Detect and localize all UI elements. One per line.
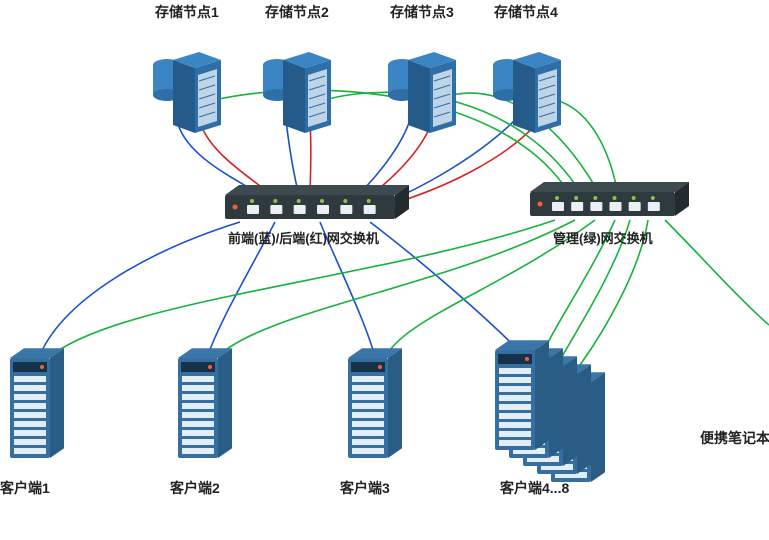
network-switch (530, 182, 689, 216)
client-rack (495, 340, 549, 450)
storage-node-4-label: 存储节点4 (494, 2, 558, 22)
client-3-label: 客户端3 (340, 478, 390, 498)
edge (556, 100, 618, 195)
edge (38, 222, 240, 360)
edge (665, 220, 769, 325)
client-2-label: 客户端2 (170, 478, 220, 498)
storage-node (263, 52, 331, 133)
nodes-layer (10, 52, 689, 482)
storage-node-1-label: 存储节点1 (155, 2, 219, 22)
edge (388, 122, 538, 205)
client-rack (178, 348, 232, 458)
client-rack (10, 348, 64, 458)
storage-node (153, 52, 221, 133)
client-rack (348, 348, 402, 458)
storage-node-2-label: 存储节点2 (265, 2, 329, 22)
client-1-label: 客户端1 (0, 478, 50, 498)
laptop-label: 便携笔记本 (700, 428, 769, 448)
edge (370, 222, 528, 360)
storage-node (388, 52, 456, 133)
storage-node-3-label: 存储节点3 (390, 2, 454, 22)
switch-1-label: 前端(蓝)/后端(红)网交换机 (228, 228, 379, 247)
switch-2-label: 管理(绿)网交换机 (553, 228, 653, 247)
network-switch (225, 185, 409, 219)
client-cluster-label: 客户端4...8 (500, 478, 569, 498)
edges-layer (38, 90, 769, 365)
